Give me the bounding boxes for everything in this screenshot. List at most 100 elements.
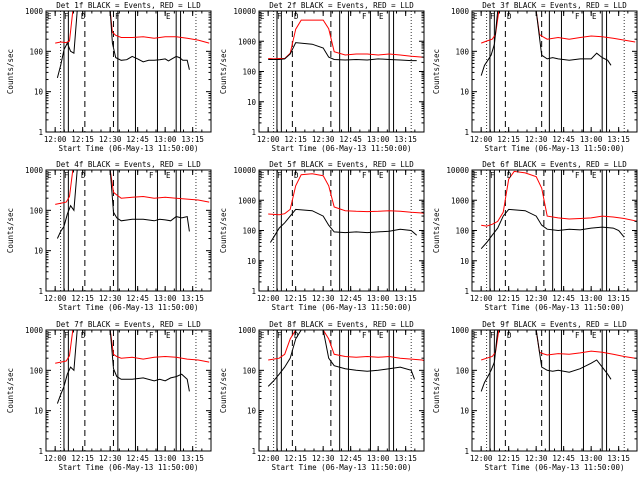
marker-label: E: [592, 12, 597, 21]
panel-title: Det 9f BLACK = Events, RED = LLD: [482, 320, 627, 329]
detector-panel: Det 8f BLACK = Events, RED = LLD E F D F E 1 10…: [219, 320, 425, 472]
x-tick-label: 12:30: [525, 135, 548, 144]
panel-title: Det 1f BLACK = Events, RED = LLD: [56, 1, 201, 10]
y-tick-label: 1000: [25, 326, 44, 335]
events-series-line: [267, 330, 415, 387]
panel-title: Det 4f BLACK = Events, RED = LLD: [56, 160, 201, 169]
y-tick-label: 1000: [451, 326, 470, 335]
marker-label: F: [490, 171, 495, 180]
x-tick-label: 13:15: [394, 135, 417, 144]
detector-panel: Det 1f BLACK = Events, RED = LLD E F D F E 1 10…: [6, 1, 212, 153]
x-tick-label: 12:15: [284, 294, 307, 303]
x-tick-label: 13:00: [367, 454, 390, 463]
y-tick-label: 1000: [238, 196, 257, 205]
y-tick-label: 10: [460, 88, 470, 97]
detector-panel: Det 3f BLACK = Events, RED = LLD E F D F E 1 10…: [432, 1, 638, 153]
marker-label: D: [294, 331, 299, 340]
events-series-line: [480, 11, 612, 76]
y-tick-label: 1: [38, 287, 43, 296]
x-tick-label: 13:15: [607, 454, 630, 463]
y-tick-label: 10: [34, 247, 44, 256]
x-tick-label: 12:15: [71, 454, 94, 463]
detector-panel: Det 4f BLACK = Events, RED = LLD E F D F E 1 10…: [6, 160, 212, 312]
x-tick-label: 13:00: [154, 294, 177, 303]
x-axis-label: Start Time (06-May-13 11:50:00): [59, 463, 199, 472]
y-tick-label: 100: [455, 366, 469, 375]
plot-frame: [258, 10, 425, 133]
x-axis-label: Start Time (06-May-13 11:50:00): [485, 463, 625, 472]
x-tick-label: 13:15: [394, 294, 417, 303]
y-tick-label: 10: [460, 407, 470, 416]
y-tick-label: 10: [34, 407, 44, 416]
x-tick-label: 12:30: [99, 294, 122, 303]
marker-label: E: [166, 331, 171, 340]
x-tick-label: 13:00: [580, 294, 603, 303]
plot-frame: [471, 329, 638, 452]
x-tick-label: 13:00: [367, 135, 390, 144]
x-axis-label: Start Time (06-May-13 11:50:00): [59, 303, 199, 312]
marker-label: E: [473, 171, 478, 180]
detector-panel: Det 2f BLACK = Events, RED = LLD E F D F E 1 10…: [219, 1, 425, 153]
x-tick-label: 13:15: [394, 454, 417, 463]
lld-series-line: [55, 11, 210, 44]
x-tick-label: 12:45: [339, 454, 362, 463]
x-tick-label: 12:30: [99, 135, 122, 144]
plot-frame: [258, 169, 425, 292]
y-tick-label: 10: [247, 407, 257, 416]
series-group: [267, 330, 424, 387]
x-tick-label: 12:00: [257, 135, 280, 144]
events-series-line: [269, 208, 418, 243]
y-tick-label: 100: [29, 366, 43, 375]
y-tick-label: 10000: [446, 166, 469, 175]
series-group: [480, 170, 637, 250]
lld-series-line: [481, 330, 636, 361]
series-group: [480, 330, 636, 392]
panel-title: Det 5f BLACK = Events, RED = LLD: [269, 160, 414, 169]
marker-label: E: [166, 171, 171, 180]
y-tick-label: 1000: [25, 7, 44, 16]
marker-label: F: [149, 171, 154, 180]
y-tick-label: 1: [464, 447, 469, 456]
y-tick-label: 100: [242, 68, 256, 77]
y-tick-label: 10000: [233, 7, 256, 16]
x-tick-label: 12:00: [44, 454, 67, 463]
x-tick-label: 12:00: [257, 294, 280, 303]
detector-panel: Det 7f BLACK = Events, RED = LLD E F D F E 1 10…: [6, 320, 212, 472]
marker-label: D: [507, 12, 512, 21]
panel-title: Det 6f BLACK = Events, RED = LLD: [482, 160, 627, 169]
events-series-line: [56, 170, 190, 239]
y-tick-label: 1000: [238, 326, 257, 335]
marker-label: F: [277, 12, 282, 21]
x-tick-label: 13:00: [154, 454, 177, 463]
events-series-line: [480, 208, 625, 250]
marker-label: D: [81, 171, 86, 180]
y-tick-label: 1000: [25, 166, 44, 175]
y-tick-label: 10: [247, 257, 257, 266]
lld-series-line: [481, 11, 636, 44]
y-tick-label: 100: [242, 366, 256, 375]
events-series-line: [56, 330, 190, 404]
marker-label: F: [362, 331, 367, 340]
lld-series-line: [55, 330, 210, 364]
y-tick-label: 100: [242, 227, 256, 236]
lld-series-line: [268, 330, 424, 362]
marker-label: E: [260, 331, 265, 340]
x-tick-label: 13:15: [181, 454, 204, 463]
y-axis-label: Counts/sec: [6, 208, 15, 253]
x-axis-label: Start Time (06-May-13 11:50:00): [272, 463, 412, 472]
y-tick-label: 1000: [238, 37, 257, 46]
y-tick-label: 100: [29, 47, 43, 56]
series-group: [55, 330, 210, 404]
y-tick-label: 100: [455, 47, 469, 56]
y-tick-label: 1: [464, 128, 469, 137]
x-tick-label: 12:45: [552, 294, 575, 303]
x-tick-label: 12:45: [552, 454, 575, 463]
marker-label: E: [379, 331, 384, 340]
x-tick-label: 12:15: [497, 135, 520, 144]
marker-label: E: [260, 12, 265, 21]
x-tick-label: 12:30: [525, 454, 548, 463]
x-tick-label: 13:15: [607, 294, 630, 303]
lld-series-line: [481, 170, 637, 227]
panel-title: Det 7f BLACK = Events, RED = LLD: [56, 320, 201, 329]
detector-panel: Det 5f BLACK = Events, RED = LLD E F D F E 1 10…: [219, 160, 425, 312]
